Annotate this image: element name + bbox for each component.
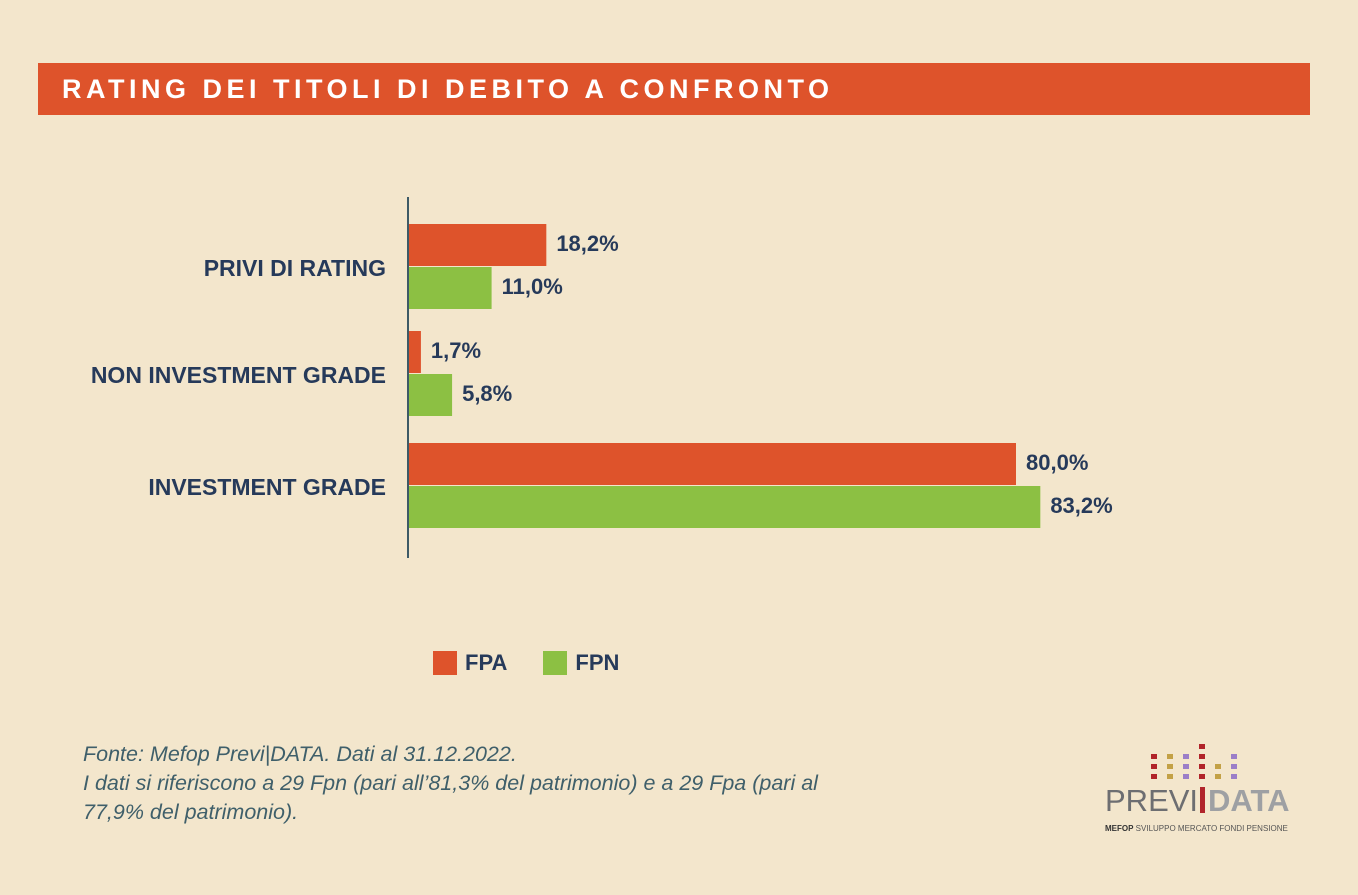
legend-label-fpa: FPA (465, 650, 508, 675)
footnote-note-cont: 77,9% del patrimonio). (83, 800, 299, 824)
footnote-source: Fonte: Mefop Previ|DATA. Dati al 31.12.2… (83, 742, 517, 766)
category-label: INVESTMENT GRADE (148, 474, 386, 500)
logo-previ: PREVI (1105, 783, 1199, 818)
chart-title: RATING DEI TITOLI DI DEBITO A CONFRONTO (62, 74, 834, 104)
logo-dots-icon (1151, 744, 1237, 779)
logo-separator (1200, 787, 1206, 813)
legend-item-fpa: FPA (433, 650, 507, 676)
bar-fpa (408, 331, 421, 373)
legend: FPA FPN (433, 650, 655, 676)
logo-wordmark: PREVI DATA (1105, 784, 1290, 818)
bar-chart: PRIVI DI RATING 18,2% 11,0% NON INVESTMENT … (91, 197, 1113, 558)
logo-tag-rest: SVILUPPO MERCATO FONDI PENSIONE (1133, 824, 1288, 833)
value-label: 18,2% (556, 231, 618, 256)
logo-data: DATA (1208, 783, 1290, 818)
bar-fpn (408, 267, 492, 309)
category-label: NON INVESTMENT GRADE (91, 362, 386, 388)
bar-fpn (408, 486, 1041, 528)
title-bar: RATING DEI TITOLI DI DEBITO A CONFRONTO (38, 63, 1310, 115)
footnote-note: I dati si riferiscono a 29 Fpn (pari all… (83, 771, 818, 795)
value-label: 1,7% (431, 338, 481, 363)
value-label: 5,8% (462, 381, 512, 406)
bar-fpa (408, 443, 1016, 485)
legend-swatch-fpa (433, 651, 457, 675)
bar-fpn (408, 374, 453, 416)
value-label: 80,0% (1026, 450, 1088, 475)
logo-tag-bold: MEFOP (1105, 824, 1134, 833)
legend-swatch-fpn (543, 651, 568, 675)
category-label: PRIVI DI RATING (204, 255, 386, 281)
logo-tagline: MEFOP SVILUPPO MERCATO FONDI PENSIONE (1105, 824, 1288, 833)
previdata-logo: PREVI DATA MEFOP SVILUPPO MERCATO FONDI P… (1100, 740, 1300, 840)
legend-label-fpn: FPN (575, 650, 620, 675)
value-label: 11,0% (502, 274, 563, 299)
bar-fpa (408, 224, 547, 266)
value-label: 83,2% (1050, 493, 1112, 518)
legend-item-fpn: FPN (543, 650, 619, 676)
footnote: Fonte: Mefop Previ|DATA. Dati al 31.12.2… (83, 740, 1043, 827)
